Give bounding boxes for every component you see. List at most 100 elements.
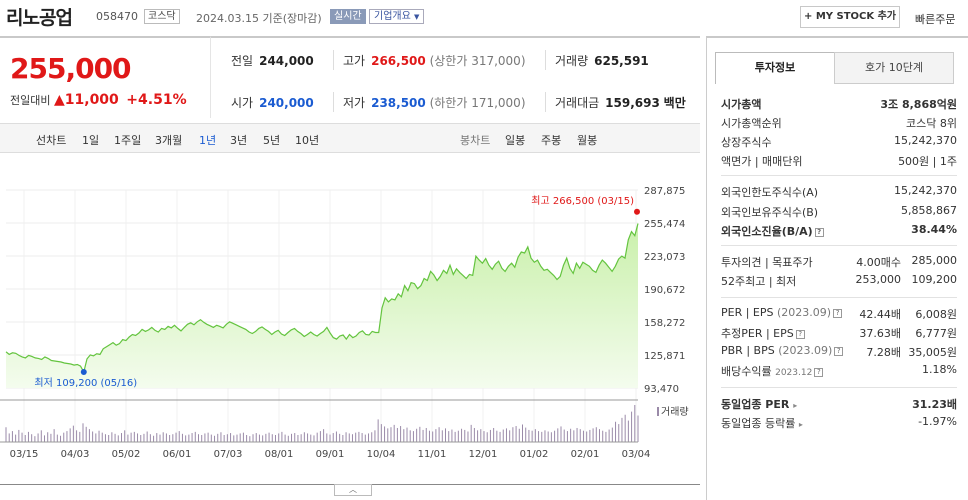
week52-high: 253,000 [855, 273, 902, 286]
help-icon[interactable]: ? [814, 228, 824, 237]
info-row-foreign-hold: 외국인보유주식수(B) 5,858,867 [721, 204, 957, 222]
per-label: PER | EPS (2023.09)? [721, 306, 843, 319]
stat-high-label: 고가 [343, 54, 366, 68]
y-tick-label: 125,871 [644, 351, 685, 362]
foreign-ratio-text: 외국인소진율(B/A) [721, 225, 813, 238]
divider [545, 92, 546, 112]
my-stock-add-button[interactable]: + MY STOCK 추가 [800, 6, 900, 28]
help-icon[interactable]: ? [795, 330, 805, 339]
div-value: 1.18% [922, 363, 957, 376]
info-row-est-per: 추정PER | EPS? 37.63배 6,777원 [721, 325, 957, 343]
max-point-marker [634, 208, 640, 215]
candle-chart-label[interactable]: 봉차트 [460, 134, 491, 147]
rank-value: 코스닥 8위 [906, 117, 957, 130]
x-tick-label: 02/01 [571, 449, 600, 460]
info-row-face: 액면가 | 매매단위 500원 | 1주 [721, 153, 957, 171]
volume-legend-swatch [657, 407, 659, 416]
period-3y[interactable]: 3년 [230, 134, 248, 147]
eps-value: 6,008원 [915, 308, 957, 321]
info-row-opinion: 투자의견 | 목표주가 4.00매수 285,000 [721, 254, 957, 272]
candle-monthly[interactable]: 월봉 [577, 134, 598, 147]
stat-high-value: 266,500 [371, 54, 426, 68]
info-row-shares: 상장주식수 15,242,370 [721, 134, 957, 152]
shares-value: 15,242,370 [894, 134, 957, 147]
y-tick-label: 190,672 [644, 285, 685, 296]
divider [721, 245, 957, 246]
foreign-ratio-value: 38.44% [911, 223, 957, 236]
stat-open: 시가 240,000 [231, 94, 314, 111]
stat-high: 고가 266,500 (상한가 317,000) [343, 52, 526, 69]
stat-low-label: 저가 [343, 96, 366, 110]
company-name: 리노공업 [6, 7, 73, 29]
opinion-value: 4.00매수 [856, 256, 901, 269]
x-tick-label: 01/02 [520, 449, 549, 460]
help-icon[interactable]: ? [834, 347, 844, 356]
stat-volume: 거래량 625,591 [555, 52, 649, 69]
opinion-label: 투자의견 | 목표주가 [721, 256, 813, 269]
quick-order-link[interactable]: 빠른주문 [915, 13, 956, 26]
x-tick-label: 07/03 [214, 449, 243, 460]
tab-orderbook[interactable]: 호가 10단계 [834, 52, 954, 84]
period-1d[interactable]: 1일 [82, 134, 100, 147]
caret-right-icon[interactable]: ▸ [798, 420, 803, 429]
x-tick-label: 12/01 [469, 449, 498, 460]
foreign-limit-value: 15,242,370 [894, 184, 957, 197]
candle-weekly[interactable]: 주봉 [541, 134, 562, 147]
period-3m[interactable]: 3개월 [155, 134, 183, 147]
caret-right-icon[interactable]: ▸ [793, 401, 798, 410]
price-line [5, 223, 639, 374]
period-5y[interactable]: 5년 [263, 134, 281, 147]
price-chart[interactable]: 287,875 255,474 223,073 190,672 158,272 125,8… [0, 160, 700, 500]
help-icon[interactable]: ? [814, 368, 824, 377]
stat-amount: 거래대금 159,693 백만 [555, 94, 686, 111]
info-row-dividend: 배당수익률 2023.12? 1.18% [721, 363, 957, 381]
price-change-row: 전일대비 ▲11,000 +4.51% [10, 92, 187, 108]
foreign-limit-label: 외국인한도주식수(A) [721, 186, 819, 199]
period-1w[interactable]: 1주일 [114, 134, 142, 147]
divider [333, 50, 334, 70]
sector-per-label-text: 동일업종 PER [721, 398, 790, 411]
expand-toggle-button[interactable]: ︿ [334, 484, 372, 496]
y-tick-label: 223,073 [644, 252, 685, 263]
sector-per-value: 31.23배 [912, 398, 957, 411]
stock-header: 리노공업 058470 코스닥 2024.03.15 기준(장마감) 실시간 기… [0, 0, 968, 34]
est-eps-value: 6,777원 [915, 327, 957, 340]
pbr-period: (2023.09) [778, 344, 833, 357]
market-cap-value: 3조 8,868억원 [880, 98, 957, 111]
week52-low: 109,200 [911, 273, 958, 286]
line-chart-label[interactable]: 선차트 [36, 134, 67, 147]
market-badge: 코스닥 [144, 9, 180, 24]
sector-rate-label: 동일업종 등락률 ▸ [721, 415, 803, 431]
info-row-foreign-limit: 외국인한도주식수(A) 15,242,370 [721, 184, 957, 202]
min-label: 최저 109,200 (05/16) [34, 377, 137, 389]
info-row-rank: 시가총액순위 코스닥 8위 [721, 115, 957, 133]
foreign-hold-label: 외국인보유주식수(B) [721, 206, 819, 219]
div-label: 배당수익률 2023.12? [721, 363, 824, 379]
div-label-text: 배당수익률 [721, 365, 772, 378]
shares-label: 상장주식수 [721, 136, 772, 149]
info-row-sector-per: 동일업종 PER ▸ 31.23배 [721, 396, 957, 414]
stat-amount-label: 거래대금 [555, 96, 600, 110]
y-tick-label: 158,272 [644, 318, 685, 329]
info-row-pbr: PBR | BPS (2023.09)? 7.28배 35,005원 [721, 344, 957, 362]
change-label: 전일대비 [10, 94, 51, 107]
x-tick-label: 04/03 [61, 449, 90, 460]
stat-volume-label: 거래량 [555, 54, 589, 68]
face-label: 액면가 | 매매단위 [721, 155, 803, 168]
stat-amount-value: 159,693 [605, 96, 660, 110]
candle-daily[interactable]: 일봉 [505, 134, 526, 147]
period-10y[interactable]: 10년 [295, 134, 320, 147]
tab-invest-info[interactable]: 투자정보 [715, 52, 835, 84]
max-label: 최고 266,500 (03/15) [531, 195, 634, 207]
x-tick-label: 05/02 [112, 449, 141, 460]
divider [721, 175, 957, 176]
x-tick-label: 06/01 [163, 449, 192, 460]
bps-value: 35,005원 [908, 346, 957, 359]
pbr-value: 7.28배 [866, 346, 901, 359]
realtime-button[interactable]: 실시간 [330, 9, 366, 24]
stat-volume-value: 625,591 [594, 54, 649, 68]
period-1y[interactable]: 1년 [199, 134, 217, 147]
help-icon[interactable]: ? [833, 309, 843, 318]
price-stats: 전일 244,000 고가 266,500 (상한가 317,000) 거래량 625… [210, 36, 700, 118]
corp-info-dropdown[interactable]: 기업개요 ▼ [369, 9, 425, 24]
